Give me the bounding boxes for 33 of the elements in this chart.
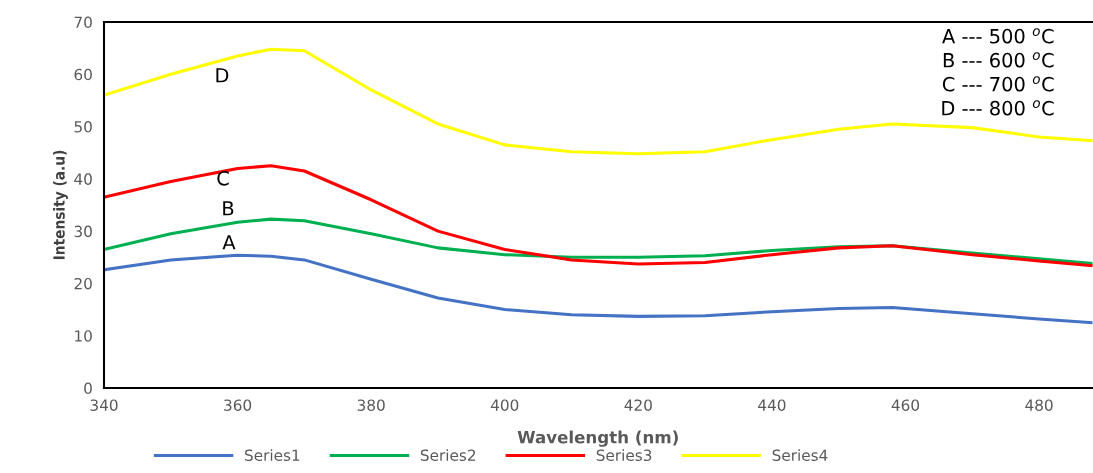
y-tick-label: 20	[74, 277, 92, 290]
x-tick-label: 440	[758, 399, 786, 411]
x-tick-label: 420	[624, 399, 652, 411]
annotation: B	[223, 201, 234, 216]
y-tick-label: 10	[75, 330, 92, 342]
legend-label: Series2	[420, 449, 476, 462]
annotation: C	[217, 170, 229, 186]
annotation: A --- 500 $^{o}$C	[942, 28, 1054, 44]
x-tick-label: 360	[224, 399, 252, 411]
y-tick-label: 40	[74, 173, 92, 185]
x-tick-label: 380	[357, 399, 385, 411]
y-tick-label: 70	[74, 16, 92, 29]
x-tick-label: 480	[1025, 399, 1053, 411]
y-tick-label: 60	[74, 68, 92, 81]
x-axis-title: Wavelength (nm)	[517, 430, 678, 447]
annotation: A	[222, 235, 236, 250]
annotation: C --- 700 $^{o}$C	[942, 76, 1054, 92]
x-tick-label: 340	[90, 399, 118, 411]
y-tick-label: 50	[74, 121, 92, 133]
y-tick-label: 30	[74, 225, 92, 238]
legend-label: Series3	[596, 449, 652, 462]
y-tick-label: 0	[84, 382, 92, 395]
x-tick-label: 400	[490, 399, 519, 411]
legend-label: Series1	[245, 449, 300, 462]
x-tick-label: 460	[891, 399, 920, 411]
annotation: D --- 800 $^{o}$C	[942, 100, 1054, 116]
line-series	[104, 253, 1093, 325]
line-series	[104, 164, 1093, 268]
annotation: D	[216, 68, 229, 83]
y-axis-title: Intensity (a.u)	[52, 150, 68, 260]
line-series	[104, 47, 1093, 156]
legend-label: Series4	[772, 449, 828, 462]
annotation: B --- 600 $^{o}$C	[943, 52, 1054, 68]
